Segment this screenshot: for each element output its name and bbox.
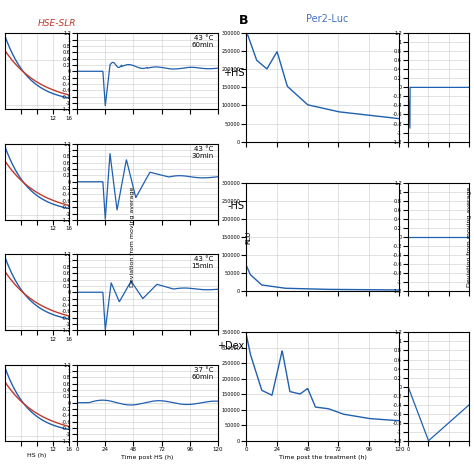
Text: Deviation from moving average: Deviation from moving average xyxy=(130,187,135,287)
Text: HSE-SLR: HSE-SLR xyxy=(38,19,76,28)
X-axis label: HS (h): HS (h) xyxy=(27,454,46,458)
X-axis label: Time post the treatment (h): Time post the treatment (h) xyxy=(279,455,367,460)
Text: 43 °C
30min: 43 °C 30min xyxy=(191,146,214,159)
Text: 43 °C
60min: 43 °C 60min xyxy=(191,36,214,48)
Text: RLU: RLU xyxy=(246,230,251,244)
X-axis label: Time post HS (h): Time post HS (h) xyxy=(121,455,174,460)
Text: -HS: -HS xyxy=(227,201,244,211)
Text: Deviation from moving average: Deviation from moving average xyxy=(466,187,472,287)
Text: +Dex: +Dex xyxy=(217,341,244,351)
Text: +HS: +HS xyxy=(223,68,244,79)
Text: Per2-Luc: Per2-Luc xyxy=(306,14,348,24)
Text: 43 °C
15min: 43 °C 15min xyxy=(191,256,214,269)
Text: B: B xyxy=(239,14,249,27)
Text: 37 °C
60min: 37 °C 60min xyxy=(191,367,214,380)
